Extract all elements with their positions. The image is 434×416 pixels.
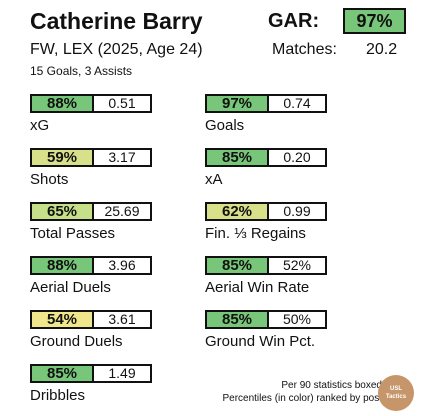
metric-xa: 85% 0.20 xA <box>205 148 365 192</box>
metric-label: Dribbles <box>30 387 86 404</box>
metric-percentile: 65% <box>30 202 94 221</box>
metric-percentile: 97% <box>205 94 269 113</box>
metric-value: 0.20 <box>269 148 327 167</box>
metric-percentile: 59% <box>30 148 94 167</box>
metric-label: Total Passes <box>30 225 116 242</box>
metric-value: 50% <box>269 310 327 329</box>
metric-value: 3.17 <box>94 148 152 167</box>
metric-value: 52% <box>269 256 327 275</box>
player-name: Catherine Barry <box>30 8 203 34</box>
metric-shots: 59% 3.17 Shots <box>30 148 190 192</box>
metric-value: 3.61 <box>94 310 152 329</box>
metric-goals: 97% 0.74 Goals <box>205 94 365 138</box>
usl-tactics-logo: USL Tactics <box>378 375 414 411</box>
metric-value: 0.74 <box>269 94 327 113</box>
metric-dribbles: 85% 1.49 Dribbles <box>30 364 190 408</box>
metric-ground-win-pct: 85% 50% Ground Win Pct. <box>205 310 365 354</box>
metric-percentile: 85% <box>205 310 269 329</box>
logo-line-1: USL <box>390 386 402 392</box>
player-info: FW, LEX (2025, Age 24) <box>30 41 203 58</box>
metric-label: Ground Win Pct. <box>205 333 316 350</box>
gar-label: GAR: <box>268 10 320 32</box>
metric-value: 0.51 <box>94 94 152 113</box>
footnote-per90: Per 90 statistics boxed <box>281 380 382 391</box>
metric-percentile: 54% <box>30 310 94 329</box>
footnote-percentiles: Percentiles (in color) ranked by pos. <box>222 393 382 404</box>
metric-label: Goals <box>205 117 245 134</box>
metric-aerial-win-rate: 85% 52% Aerial Win Rate <box>205 256 365 300</box>
metric-label: Aerial Duels <box>30 279 111 296</box>
metric-label: xA <box>205 171 223 188</box>
metric-value: 3.96 <box>94 256 152 275</box>
player-summary: 15 Goals, 3 Assists <box>30 64 133 78</box>
metric-value: 1.49 <box>94 364 152 383</box>
gar-value: 97% <box>343 8 406 34</box>
metric-label: xG <box>30 117 50 134</box>
metric-percentile: 88% <box>30 94 94 113</box>
metric-percentile: 85% <box>205 148 269 167</box>
metric-percentile: 85% <box>205 256 269 275</box>
matches-value: 20.2 <box>366 41 398 58</box>
metric-percentile: 62% <box>205 202 269 221</box>
matches-label: Matches: <box>272 41 337 58</box>
metric-total-passes: 65% 25.69 Total Passes <box>30 202 190 246</box>
metric-xg: 88% 0.51 xG <box>30 94 190 138</box>
metric-label: Ground Duels <box>30 333 123 350</box>
metric-value: 0.99 <box>269 202 327 221</box>
metric-label: Shots <box>30 171 69 188</box>
metric-ground-duels: 54% 3.61 Ground Duels <box>30 310 190 354</box>
logo-line-2: Tactics <box>385 394 407 400</box>
metric-aerial-duels: 88% 3.96 Aerial Duels <box>30 256 190 300</box>
metric-value: 25.69 <box>94 202 152 221</box>
metric-fin-regains: 62% 0.99 Fin. ⅓ Regains <box>205 202 365 246</box>
metric-label: Fin. ⅓ Regains <box>205 225 306 242</box>
metric-percentile: 85% <box>30 364 94 383</box>
metric-percentile: 88% <box>30 256 94 275</box>
metric-label: Aerial Win Rate <box>205 279 310 296</box>
